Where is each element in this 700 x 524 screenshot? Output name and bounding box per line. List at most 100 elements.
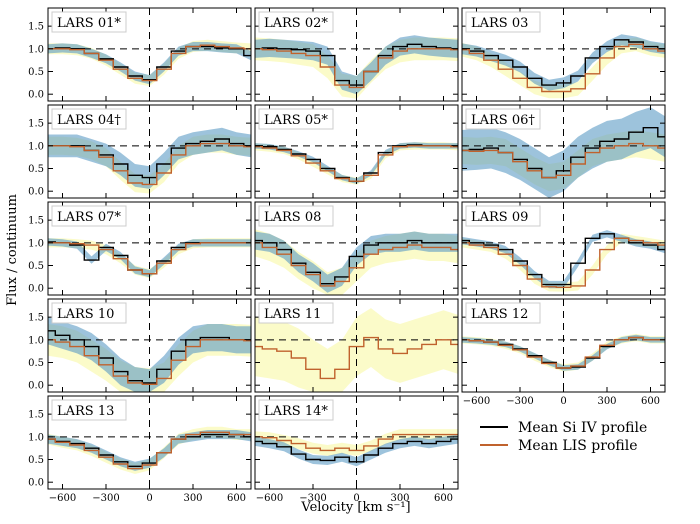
y-tick-label: 1.5 [28, 119, 44, 130]
panel: LARS 03 [461, 7, 666, 102]
y-tick-label: 0.0 [28, 284, 44, 295]
panel-label: LARS 11 [264, 307, 321, 322]
mean-lis-profile-line [48, 242, 251, 275]
mean-si-iv-profile-line [48, 330, 251, 384]
panel-plot-area [462, 8, 665, 101]
si-iv-uncertainty-band [48, 42, 251, 85]
x-axis-title: Velocity [km s⁻¹] [300, 500, 410, 515]
mean-lis-profile-line [462, 237, 665, 288]
x-tick-label: 0 [146, 493, 152, 504]
y-tick-label: 1.5 [28, 410, 44, 421]
panel-plot-area [462, 299, 665, 392]
panel-label-box [258, 302, 334, 324]
panel-plot-area [462, 202, 665, 295]
panel-label: LARS 14* [264, 404, 328, 419]
panel-label-box [51, 108, 127, 130]
mean-lis-profile-line [255, 145, 458, 182]
panel: 0.0 0.5 1.0 1.5 −600 −300 0 300 600 LARS 13 [28, 395, 252, 504]
panel-plot-area [462, 105, 665, 198]
panel-label: LARS 04† [57, 113, 121, 128]
x-tick-label: 600 [434, 493, 453, 504]
si-iv-uncertainty-band [48, 317, 251, 392]
mean-lis-profile-line [462, 43, 665, 93]
x-tick-label: 600 [227, 493, 246, 504]
x-tick-label: 600 [641, 396, 660, 407]
panel: 0.0 0.5 1.0 1.5 LARS 04† [28, 104, 252, 199]
mean-lis-profile-line [462, 336, 665, 369]
y-tick-label: 1.0 [28, 141, 44, 152]
panel-plot-area [48, 8, 251, 101]
panel-label-box [465, 108, 541, 130]
x-tick-label: −300 [506, 396, 533, 407]
si-iv-uncertainty-band [462, 107, 665, 198]
panel: 0.0 0.5 1.0 1.5 LARS 01* [28, 7, 252, 102]
si-iv-uncertainty-band [48, 430, 251, 471]
x-tick-label: 300 [597, 396, 616, 407]
mean-lis-profile-line [48, 142, 251, 186]
y-tick-label: 1.0 [28, 44, 44, 55]
panel-label: LARS 13 [57, 404, 114, 419]
panel-label-box [51, 399, 127, 421]
y-tick-label: 0.0 [28, 90, 44, 101]
panel: LARS 05* [254, 104, 459, 199]
x-tick-label: −600 [49, 493, 76, 504]
panel-label-box [258, 205, 334, 227]
panel: LARS 08 [254, 201, 459, 296]
x-tick-label: −600 [256, 493, 283, 504]
mean-si-iv-profile-line [462, 39, 665, 86]
x-tick-label: −600 [463, 396, 490, 407]
y-tick-label: 0.5 [28, 358, 44, 369]
panel-label-box [51, 11, 127, 33]
panel: LARS 02* [254, 7, 459, 102]
x-tick-label: 300 [390, 493, 409, 504]
lis-uncertainty-band [255, 429, 458, 456]
panel-label-box [465, 205, 541, 227]
legend-label: Mean LIS profile [518, 438, 638, 454]
x-tick-label: 0 [353, 493, 359, 504]
mean-lis-profile-line [48, 44, 251, 82]
mean-si-iv-profile-line [255, 438, 458, 463]
panel-plot-area [255, 202, 458, 295]
panel: 0.0 0.5 1.0 1.5 LARS 07* [28, 201, 252, 296]
panel: −600 −300 0 300 600 LARS 14* [254, 395, 459, 504]
panel-label: LARS 05* [264, 113, 328, 128]
mean-si-iv-profile-line [462, 233, 665, 286]
y-tick-label: 0.0 [28, 478, 44, 489]
panel-label-box [465, 11, 541, 33]
panel-plot-area [255, 8, 458, 101]
panel-label-box [258, 399, 334, 421]
panel-label: LARS 12 [471, 307, 528, 322]
x-tick-label: −300 [92, 493, 119, 504]
panel-plot-area [48, 202, 251, 295]
mean-si-iv-profile-line [462, 127, 665, 179]
y-tick-label: 0.5 [28, 164, 44, 175]
panel: LARS 09 [461, 201, 666, 296]
panel: 0.0 0.5 1.0 1.5 LARS 10 [28, 298, 252, 393]
y-tick-label: 1.0 [28, 335, 44, 346]
mean-lis-profile-line [255, 433, 458, 452]
panel-plot-area [48, 105, 251, 198]
y-tick-label: 1.0 [28, 432, 44, 443]
mean-si-iv-profile-line [255, 43, 458, 86]
panel-plot-area [255, 299, 458, 392]
panel-label: LARS 07* [57, 210, 121, 225]
y-tick-label: 1.5 [28, 313, 44, 324]
panel: −600 −300 0 300 600 LARS 12 [461, 298, 666, 407]
y-tick-label: 0.0 [28, 187, 44, 198]
y-tick-label: 0.5 [28, 67, 44, 78]
panel-label-box [258, 11, 334, 33]
panel-label-box [51, 302, 127, 324]
y-tick-label: 1.5 [28, 216, 44, 227]
y-tick-label: 0.0 [28, 381, 44, 392]
y-tick-label: 1.0 [28, 238, 44, 249]
panel-label-box [258, 108, 334, 130]
panel-label: LARS 08 [264, 210, 321, 225]
panel-plot-area [48, 396, 251, 489]
mean-lis-profile-line [255, 242, 458, 287]
panel: LARS 06† [461, 104, 666, 199]
mean-lis-profile-line [255, 336, 458, 380]
panel-label: LARS 06† [471, 113, 535, 128]
mean-lis-profile-line [255, 48, 458, 89]
y-axis-title: Flux / continuum [5, 194, 20, 306]
